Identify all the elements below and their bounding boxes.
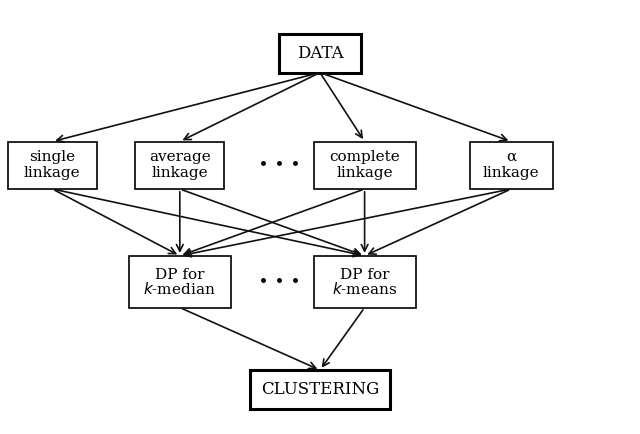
FancyBboxPatch shape [129, 256, 231, 308]
Text: CLUSTERING: CLUSTERING [261, 381, 379, 398]
Text: DP for: DP for [340, 269, 389, 283]
Text: single
linkage: single linkage [24, 150, 81, 181]
Text: $k$-median: $k$-median [143, 281, 216, 297]
Text: average
linkage: average linkage [149, 150, 211, 181]
FancyBboxPatch shape [135, 141, 225, 189]
FancyBboxPatch shape [314, 141, 415, 189]
FancyBboxPatch shape [278, 34, 362, 72]
Text: DATA: DATA [297, 45, 343, 62]
FancyBboxPatch shape [250, 370, 390, 409]
FancyBboxPatch shape [8, 141, 97, 189]
Text: complete
linkage: complete linkage [329, 150, 400, 181]
Text: DP for: DP for [155, 269, 205, 283]
FancyBboxPatch shape [314, 256, 415, 308]
Text: $k$-means: $k$-means [332, 281, 397, 297]
Text: α
linkage: α linkage [483, 150, 540, 181]
FancyBboxPatch shape [470, 141, 552, 189]
